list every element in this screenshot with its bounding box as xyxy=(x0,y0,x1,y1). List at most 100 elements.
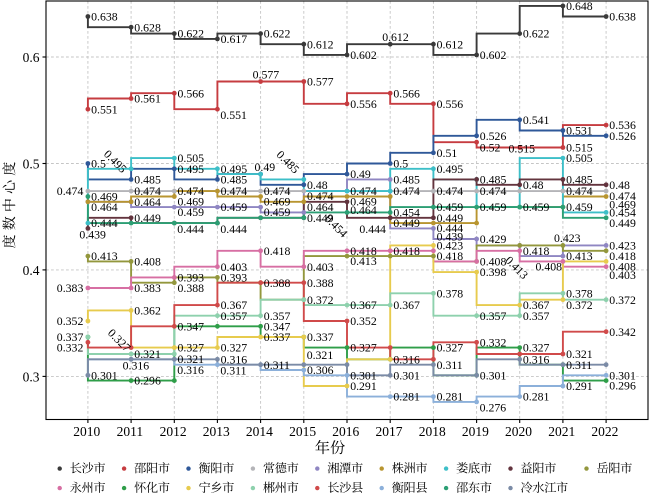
svg-text:0.474: 0.474 xyxy=(57,184,84,198)
svg-text:0.612: 0.612 xyxy=(382,30,409,44)
svg-text:0.444: 0.444 xyxy=(177,222,204,236)
svg-text:0.398: 0.398 xyxy=(480,265,507,279)
svg-text:0.474: 0.474 xyxy=(178,184,205,198)
svg-text:2012: 2012 xyxy=(160,424,187,439)
svg-text:0.444: 0.444 xyxy=(91,216,118,230)
svg-text:0.423: 0.423 xyxy=(437,239,464,253)
svg-text:0.321: 0.321 xyxy=(134,347,161,361)
svg-text:0.628: 0.628 xyxy=(134,20,161,34)
svg-text:0.352: 0.352 xyxy=(350,314,377,328)
svg-text:2014: 2014 xyxy=(246,424,273,439)
svg-text:0.464: 0.464 xyxy=(91,200,118,214)
svg-text:0.367: 0.367 xyxy=(393,298,420,312)
svg-text:0.357: 0.357 xyxy=(221,309,248,323)
svg-text:0.296: 0.296 xyxy=(609,379,636,393)
svg-text:0.332: 0.332 xyxy=(480,335,507,349)
svg-text:0.408: 0.408 xyxy=(134,255,161,269)
svg-text:0.383: 0.383 xyxy=(134,281,161,295)
svg-text:0.49: 0.49 xyxy=(350,167,371,181)
svg-text:0.449: 0.449 xyxy=(307,211,334,225)
svg-text:0.316: 0.316 xyxy=(177,363,204,377)
svg-text:0.454: 0.454 xyxy=(393,206,420,220)
svg-text:0.444: 0.444 xyxy=(437,221,464,235)
svg-text:0.638: 0.638 xyxy=(609,10,636,24)
svg-text:0.316: 0.316 xyxy=(123,358,150,372)
svg-text:0.495: 0.495 xyxy=(437,162,464,176)
svg-text:0.556: 0.556 xyxy=(437,97,464,111)
svg-text:0.474: 0.474 xyxy=(393,184,420,198)
svg-text:2013: 2013 xyxy=(203,424,230,439)
svg-text:2022: 2022 xyxy=(591,424,618,439)
svg-text:0.464: 0.464 xyxy=(350,203,377,217)
svg-text:0.469: 0.469 xyxy=(91,190,118,204)
svg-text:0.311: 0.311 xyxy=(437,358,463,372)
svg-text:0.622: 0.622 xyxy=(523,27,550,41)
svg-text:0.352: 0.352 xyxy=(57,314,84,328)
svg-text:0.281: 0.281 xyxy=(393,390,420,404)
svg-text:0.291: 0.291 xyxy=(566,379,593,393)
svg-text:0.474: 0.474 xyxy=(437,184,464,198)
svg-text:0.485: 0.485 xyxy=(393,173,420,187)
svg-text:0.449: 0.449 xyxy=(134,211,161,225)
svg-text:0.281: 0.281 xyxy=(437,390,464,404)
svg-text:0.327: 0.327 xyxy=(221,341,248,355)
svg-text:0.49: 0.49 xyxy=(255,160,276,174)
svg-text:0.408: 0.408 xyxy=(480,255,507,269)
svg-text:2011: 2011 xyxy=(117,424,144,439)
svg-text:0.459: 0.459 xyxy=(221,200,248,214)
svg-text:0.515: 0.515 xyxy=(566,141,593,155)
svg-text:0.418: 0.418 xyxy=(264,244,291,258)
svg-text:0.536: 0.536 xyxy=(609,118,636,132)
svg-text:0.342: 0.342 xyxy=(609,325,636,339)
svg-text:0.408: 0.408 xyxy=(536,260,563,274)
svg-text:0.474: 0.474 xyxy=(350,184,377,198)
svg-text:0.561: 0.561 xyxy=(134,92,161,106)
svg-text:0.6: 0.6 xyxy=(23,50,40,65)
svg-text:0.474: 0.474 xyxy=(609,189,636,203)
svg-text:0.439: 0.439 xyxy=(437,230,464,244)
svg-text:0.439: 0.439 xyxy=(79,227,106,241)
svg-text:0.474: 0.474 xyxy=(264,184,291,198)
svg-text:0.51: 0.51 xyxy=(437,146,458,160)
svg-text:0.347: 0.347 xyxy=(264,319,291,333)
svg-text:0.388: 0.388 xyxy=(307,276,334,290)
svg-text:0.321: 0.321 xyxy=(307,348,334,362)
svg-text:0.316: 0.316 xyxy=(221,352,248,366)
svg-text:0.393: 0.393 xyxy=(178,271,205,285)
svg-text:0.418: 0.418 xyxy=(393,244,420,258)
svg-text:0.337: 0.337 xyxy=(264,330,291,344)
svg-text:0.505: 0.505 xyxy=(178,151,205,165)
svg-text:0.311: 0.311 xyxy=(220,364,246,378)
svg-text:0.459: 0.459 xyxy=(264,205,291,219)
svg-text:0.505: 0.505 xyxy=(566,151,593,165)
svg-text:0.556: 0.556 xyxy=(350,97,377,111)
svg-text:0.577: 0.577 xyxy=(307,75,334,89)
svg-text:0.3: 0.3 xyxy=(23,369,40,384)
svg-text:0.469: 0.469 xyxy=(609,198,636,212)
svg-text:0.566: 0.566 xyxy=(178,86,205,100)
svg-text:0.413: 0.413 xyxy=(91,249,118,263)
svg-text:0.48: 0.48 xyxy=(523,178,544,192)
svg-text:0.372: 0.372 xyxy=(566,298,593,312)
svg-text:2010: 2010 xyxy=(73,424,100,439)
svg-text:0.566: 0.566 xyxy=(393,86,420,100)
svg-text:0.474: 0.474 xyxy=(221,184,248,198)
svg-text:0.464: 0.464 xyxy=(134,195,161,209)
svg-text:0.459: 0.459 xyxy=(178,205,205,219)
svg-text:0.48: 0.48 xyxy=(307,178,328,192)
svg-text:0.459: 0.459 xyxy=(437,200,464,214)
svg-text:0.449: 0.449 xyxy=(609,216,636,230)
svg-text:0.388: 0.388 xyxy=(178,281,205,295)
svg-text:0.311: 0.311 xyxy=(264,358,290,372)
svg-text:0.602: 0.602 xyxy=(350,48,377,62)
svg-text:0.281: 0.281 xyxy=(523,390,550,404)
svg-text:0.526: 0.526 xyxy=(480,129,507,143)
svg-text:0.301: 0.301 xyxy=(609,368,636,382)
svg-text:0.372: 0.372 xyxy=(609,293,636,307)
svg-text:0.485: 0.485 xyxy=(480,173,507,187)
svg-text:0.418: 0.418 xyxy=(437,249,464,263)
svg-text:0.413: 0.413 xyxy=(566,249,593,263)
svg-text:0.321: 0.321 xyxy=(566,347,593,361)
svg-text:0.638: 0.638 xyxy=(91,10,118,24)
svg-text:0.469: 0.469 xyxy=(264,195,291,209)
